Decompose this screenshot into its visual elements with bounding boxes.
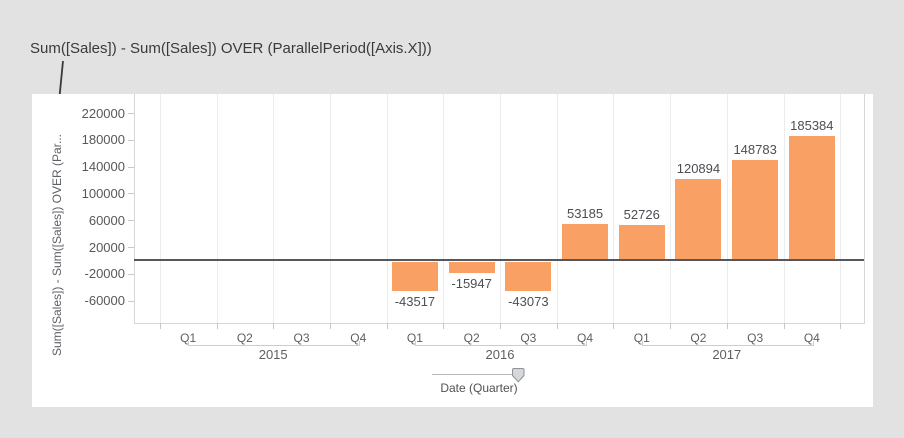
year-group-bracket bbox=[641, 341, 814, 346]
x-quarter-label: Q2 bbox=[463, 331, 480, 345]
x-quarter-label: Q1 bbox=[180, 331, 197, 345]
y-tick-mark bbox=[128, 247, 134, 248]
quarter-gridline bbox=[726, 94, 728, 323]
x-tick-mark bbox=[159, 323, 161, 329]
x-quarter-label: Q4 bbox=[577, 331, 594, 345]
bar-Q3-10[interactable] bbox=[732, 160, 779, 261]
x-tick-mark bbox=[273, 323, 275, 329]
quarter-gridline bbox=[273, 94, 275, 323]
chart-panel: Sum([Sales]) - Sum([Sales]) OVER (Par...… bbox=[32, 94, 873, 407]
bar-value-label: 148783 bbox=[733, 142, 777, 158]
x-tick-mark bbox=[840, 323, 842, 329]
y-tick-label: 20000 bbox=[88, 239, 125, 255]
bar-value-label: 53185 bbox=[566, 206, 604, 222]
x-quarter-label: Q1 bbox=[633, 331, 650, 345]
x-axis-selector-label[interactable]: Date (Quarter) bbox=[440, 381, 518, 395]
quarter-gridline bbox=[613, 94, 615, 323]
axis-expression-annotation: Sum([Sales]) - Sum([Sales]) OVER (Parall… bbox=[30, 40, 432, 57]
y-tick-mark bbox=[128, 166, 134, 168]
bar-Q4-11[interactable] bbox=[788, 136, 835, 261]
y-tick-label: 60000 bbox=[88, 212, 125, 228]
x-tick-mark bbox=[613, 323, 615, 329]
y-tick-mark bbox=[128, 300, 134, 302]
bar-Q1-8[interactable] bbox=[618, 225, 665, 261]
y-tick-mark bbox=[128, 220, 134, 222]
quarter-gridline bbox=[500, 94, 501, 323]
bar-value-label: 185384 bbox=[790, 118, 834, 134]
bar-Q2-9[interactable] bbox=[675, 179, 722, 261]
x-axis-zoom-slider-handle-icon[interactable] bbox=[512, 368, 525, 383]
quarter-gridline bbox=[840, 94, 842, 323]
bar-value-label: -15947 bbox=[451, 276, 492, 292]
x-quarter-label: Q1 bbox=[406, 331, 423, 345]
x-tick-mark bbox=[500, 323, 501, 329]
quarter-gridline bbox=[783, 94, 785, 323]
x-tick-mark bbox=[386, 323, 388, 329]
bar-value-label: -43073 bbox=[508, 294, 549, 310]
quarter-gridline bbox=[443, 94, 445, 323]
x-tick-mark bbox=[216, 323, 218, 329]
x-quarter-label: Q3 bbox=[747, 331, 764, 345]
quarter-gridline bbox=[159, 94, 161, 323]
y-tick-mark bbox=[128, 139, 134, 141]
y-tick-mark bbox=[128, 193, 134, 195]
bar-value-label: 120894 bbox=[676, 161, 721, 177]
y-tick-label: 140000 bbox=[81, 159, 125, 175]
y-tick-label: 180000 bbox=[81, 132, 125, 148]
x-quarter-label: Q2 bbox=[236, 331, 253, 345]
x-tick-mark bbox=[329, 323, 331, 329]
x-axis-zoom-slider-track[interactable] bbox=[432, 374, 518, 375]
bar-Q1-4[interactable] bbox=[391, 262, 438, 292]
bar-value-label: -43517 bbox=[394, 294, 436, 310]
x-tick-mark bbox=[443, 323, 445, 329]
zero-baseline bbox=[134, 259, 864, 261]
plot-area bbox=[134, 94, 865, 324]
y-tick-label: -60000 bbox=[84, 293, 125, 309]
bar-Q2-5[interactable] bbox=[448, 262, 495, 274]
x-year-label: 2016 bbox=[485, 347, 515, 362]
quarter-gridline bbox=[386, 94, 388, 323]
x-year-label: 2017 bbox=[712, 347, 742, 362]
y-tick-label: 220000 bbox=[81, 105, 125, 121]
year-group-bracket bbox=[188, 341, 361, 346]
y-tick-label: -20000 bbox=[84, 266, 125, 282]
x-quarter-label: Q3 bbox=[293, 331, 310, 345]
quarter-gridline bbox=[670, 94, 672, 323]
y-tick-mark bbox=[128, 273, 134, 275]
y-tick-mark bbox=[128, 113, 134, 114]
x-tick-mark bbox=[783, 323, 785, 329]
x-year-label: 2015 bbox=[258, 347, 288, 362]
quarter-gridline bbox=[329, 94, 331, 323]
x-quarter-label: Q2 bbox=[690, 331, 707, 345]
year-group-bracket bbox=[414, 341, 588, 346]
x-quarter-label: Q3 bbox=[520, 331, 537, 345]
x-quarter-label: Q4 bbox=[803, 331, 820, 345]
y-tick-label: 100000 bbox=[81, 185, 125, 201]
bar-Q3-6[interactable] bbox=[505, 262, 552, 292]
bar-Q4-7[interactable] bbox=[562, 224, 609, 261]
x-tick-mark bbox=[726, 323, 728, 329]
bar-value-label: 52726 bbox=[623, 207, 660, 223]
x-tick-mark bbox=[670, 323, 672, 329]
quarter-gridline bbox=[216, 94, 218, 323]
quarter-gridline bbox=[556, 94, 558, 323]
x-tick-mark bbox=[556, 323, 558, 329]
x-quarter-label: Q4 bbox=[350, 331, 367, 345]
